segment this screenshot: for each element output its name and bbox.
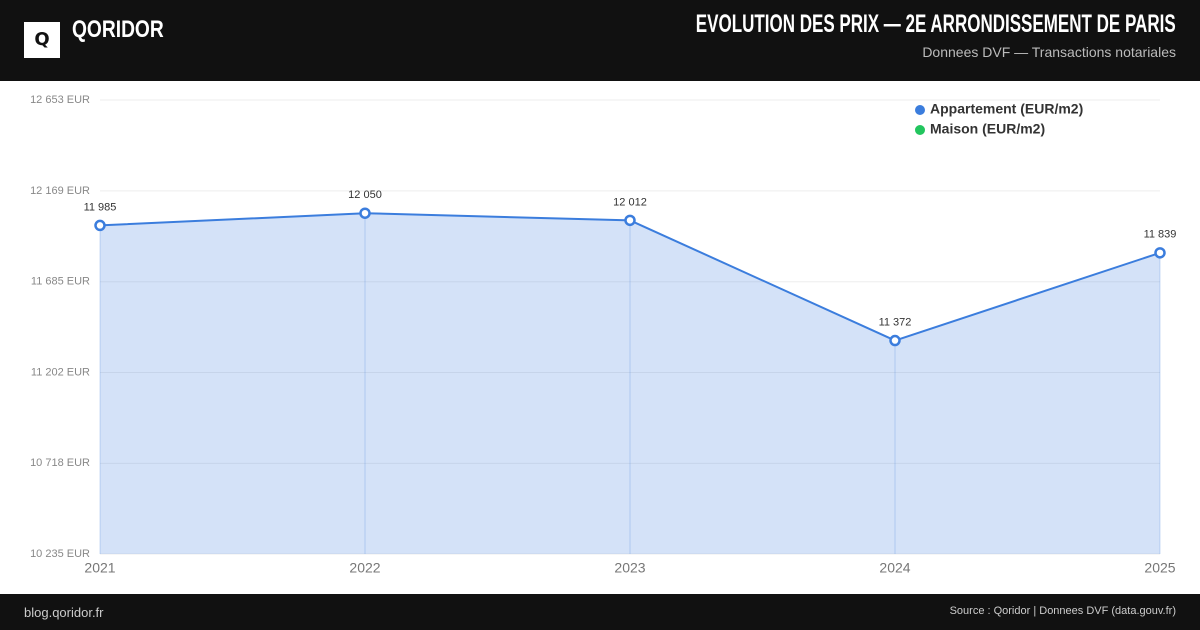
chart: 12 653 EUR 12 169 EUR 11 685 EUR 11 202 EUR… bbox=[30, 94, 1177, 576]
marker bbox=[1154, 247, 1166, 259]
legend-label: Appartement (EUR/m2) bbox=[930, 101, 1083, 117]
data-label: 11 985 bbox=[84, 201, 117, 213]
data-label: 12 012 bbox=[613, 196, 647, 208]
header: Q QORIDOR EVOLUTION DES PRIX — 2E ARROND… bbox=[0, 0, 1200, 81]
x-tick-label: 2021 bbox=[84, 560, 115, 576]
data-label: 12 050 bbox=[348, 189, 382, 201]
data-label: 11 372 bbox=[879, 316, 912, 328]
marker bbox=[624, 214, 636, 227]
x-tick-label: 2025 bbox=[1144, 560, 1175, 576]
y-tick-label: 10 718 EUR bbox=[30, 457, 90, 469]
legend-swatch bbox=[915, 105, 925, 115]
x-tick-label: 2024 bbox=[879, 560, 910, 576]
marker bbox=[889, 334, 901, 347]
y-tick-label: 11 202 EUR bbox=[31, 366, 90, 378]
y-tick-label: 12 653 EUR bbox=[30, 94, 90, 106]
legend-label: Maison (EUR/m2) bbox=[930, 121, 1045, 137]
footer-link[interactable]: blog.qoridor.fr bbox=[24, 605, 104, 620]
marker bbox=[359, 207, 371, 219]
footer: blog.qoridor.fr Source : Qoridor | Donne… bbox=[0, 594, 1200, 630]
marker bbox=[94, 219, 106, 232]
y-tick-label: 10 235 EUR bbox=[30, 548, 90, 560]
area bbox=[100, 213, 1160, 554]
y-tick-label: 11 685 EUR bbox=[31, 276, 90, 288]
x-tick-label: 2023 bbox=[614, 560, 645, 576]
x-tick-label: 2022 bbox=[349, 560, 380, 576]
brand: QORIDOR bbox=[72, 16, 164, 43]
y-tick-label: 12 169 EUR bbox=[30, 185, 90, 197]
chart-subtitle: Donnees DVF — Transactions notariales bbox=[922, 44, 1176, 60]
chart-title: EVOLUTION DES PRIX — 2E ARRONDISSEMENT D… bbox=[696, 10, 1176, 38]
legend-swatch bbox=[915, 125, 925, 135]
logo: Q bbox=[24, 22, 60, 58]
data-label: 11 839 bbox=[1144, 229, 1177, 241]
footer-source: Source : Qoridor | Donnees DVF (data.gou… bbox=[949, 605, 1176, 617]
